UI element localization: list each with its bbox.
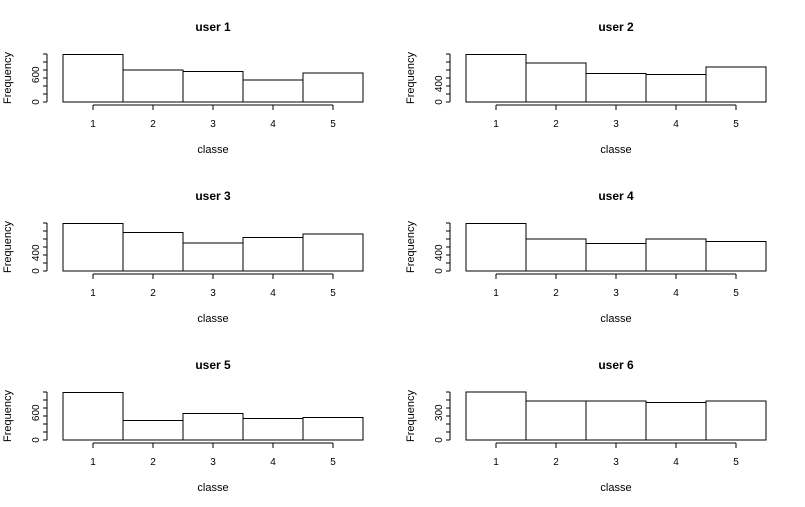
histogram-bar	[525, 62, 587, 103]
histogram-bar	[242, 236, 304, 272]
x-tick-label: 2	[150, 119, 156, 130]
y-axis-label: Frequency	[2, 390, 14, 442]
x-tick-label: 5	[330, 457, 336, 468]
y-tick-label: 400	[31, 244, 42, 261]
y-tick-label: 400	[434, 244, 445, 261]
histogram-panel: user 4 0 400 Frequency 1 2 3 4 5 classe	[405, 189, 767, 325]
x-axis-label: classe	[600, 313, 631, 325]
x-axis-label: classe	[197, 144, 228, 156]
panel-title: user 5	[195, 358, 231, 372]
x-tick-label: 4	[270, 288, 276, 299]
y-tick-label: 0	[31, 99, 42, 105]
x-tick-label: 4	[270, 119, 276, 130]
histogram-bar	[705, 240, 767, 272]
histogram-bar	[122, 69, 184, 103]
x-axis-label: classe	[197, 313, 228, 325]
histogram-bar	[585, 400, 647, 441]
histogram-bar	[645, 74, 707, 103]
histogram-bar	[705, 400, 767, 441]
x-tick-label: 5	[330, 119, 336, 130]
y-axis-label: Frequency	[405, 221, 417, 273]
histogram-panel: user 5 0 600 Frequency 1 2 3 4 5 classe	[2, 358, 364, 494]
histogram-bar	[525, 238, 587, 272]
x-tick-label: 5	[330, 288, 336, 299]
y-tick-label: 0	[31, 268, 42, 274]
x-tick-label: 3	[210, 119, 216, 130]
x-tick-label: 4	[270, 457, 276, 468]
y-tick-label: 600	[31, 404, 42, 421]
x-tick-label: 2	[150, 288, 156, 299]
x-tick-label: 5	[733, 288, 739, 299]
y-axis-label: Frequency	[2, 52, 14, 104]
x-tick-label: 1	[493, 119, 499, 130]
histogram-bar	[122, 231, 184, 272]
x-axis-label: classe	[197, 482, 228, 494]
y-tick-label: 600	[31, 66, 42, 83]
histogram-bar	[465, 391, 527, 441]
y-tick-label: 0	[434, 268, 445, 274]
histogram-bar	[182, 413, 244, 441]
histogram-panel: user 6 0 300 Frequency 1 2 3 4 5 classe	[405, 358, 767, 494]
histogram-bar	[62, 391, 124, 441]
x-tick-label: 4	[673, 119, 679, 130]
histogram-bar	[302, 72, 364, 103]
histogram-bar	[122, 419, 184, 441]
y-tick-label: 400	[434, 75, 445, 92]
x-tick-label: 1	[90, 288, 96, 299]
x-tick-label: 3	[210, 288, 216, 299]
x-tick-label: 1	[90, 119, 96, 130]
x-tick-label: 5	[733, 119, 739, 130]
x-tick-label: 1	[493, 288, 499, 299]
histogram-bar	[525, 400, 587, 441]
histogram-bar	[705, 66, 767, 103]
histogram-bar	[585, 243, 647, 272]
histogram-panel: user 2 0 400 Frequency 1 2 3 4 5 classe	[405, 20, 767, 156]
x-tick-label: 2	[150, 457, 156, 468]
panel-title: user 4	[598, 189, 634, 203]
histogram-bar	[62, 222, 124, 272]
x-axis-label: classe	[600, 482, 631, 494]
histogram-bar	[182, 242, 244, 272]
x-tick-label: 4	[673, 288, 679, 299]
x-tick-label: 2	[553, 288, 559, 299]
x-tick-label: 2	[553, 457, 559, 468]
histogram-bar	[302, 417, 364, 441]
panel-title: user 3	[195, 189, 231, 203]
histogram-bar	[182, 71, 244, 103]
x-tick-label: 5	[733, 457, 739, 468]
panel-title: user 1	[195, 20, 231, 34]
x-tick-label: 3	[210, 457, 216, 468]
panel-title: user 2	[598, 20, 634, 34]
histogram-bar	[62, 53, 124, 103]
y-tick-label: 0	[434, 99, 445, 105]
x-tick-label: 1	[493, 457, 499, 468]
panel-title: user 6	[598, 358, 634, 372]
y-tick-label: 300	[434, 404, 445, 421]
x-tick-label: 4	[673, 457, 679, 468]
x-tick-label: 3	[613, 288, 619, 299]
y-axis-label: Frequency	[405, 390, 417, 442]
y-axis-label: Frequency	[405, 52, 417, 104]
y-axis-label: Frequency	[2, 221, 14, 273]
x-tick-label: 2	[553, 119, 559, 130]
y-tick-label: 0	[31, 437, 42, 443]
x-tick-label: 1	[90, 457, 96, 468]
histogram-panel: user 3 0 400 Frequency 1 2 3 4 5 classe	[2, 189, 364, 325]
y-tick-label: 0	[434, 437, 445, 443]
histogram-bar	[645, 402, 707, 441]
histogram-bar	[242, 418, 304, 441]
histogram-bar	[585, 72, 647, 103]
x-axis-label: classe	[600, 144, 631, 156]
histogram-panel: user 1 0 600 Frequency 1 2 3 4 5 classe	[2, 20, 364, 156]
histogram-bar	[465, 222, 527, 272]
histogram-bar	[645, 238, 707, 272]
histogram-bar	[302, 233, 364, 272]
histogram-bar	[242, 79, 304, 103]
histogram-bar	[465, 53, 527, 103]
x-tick-label: 3	[613, 119, 619, 130]
x-tick-label: 3	[613, 457, 619, 468]
